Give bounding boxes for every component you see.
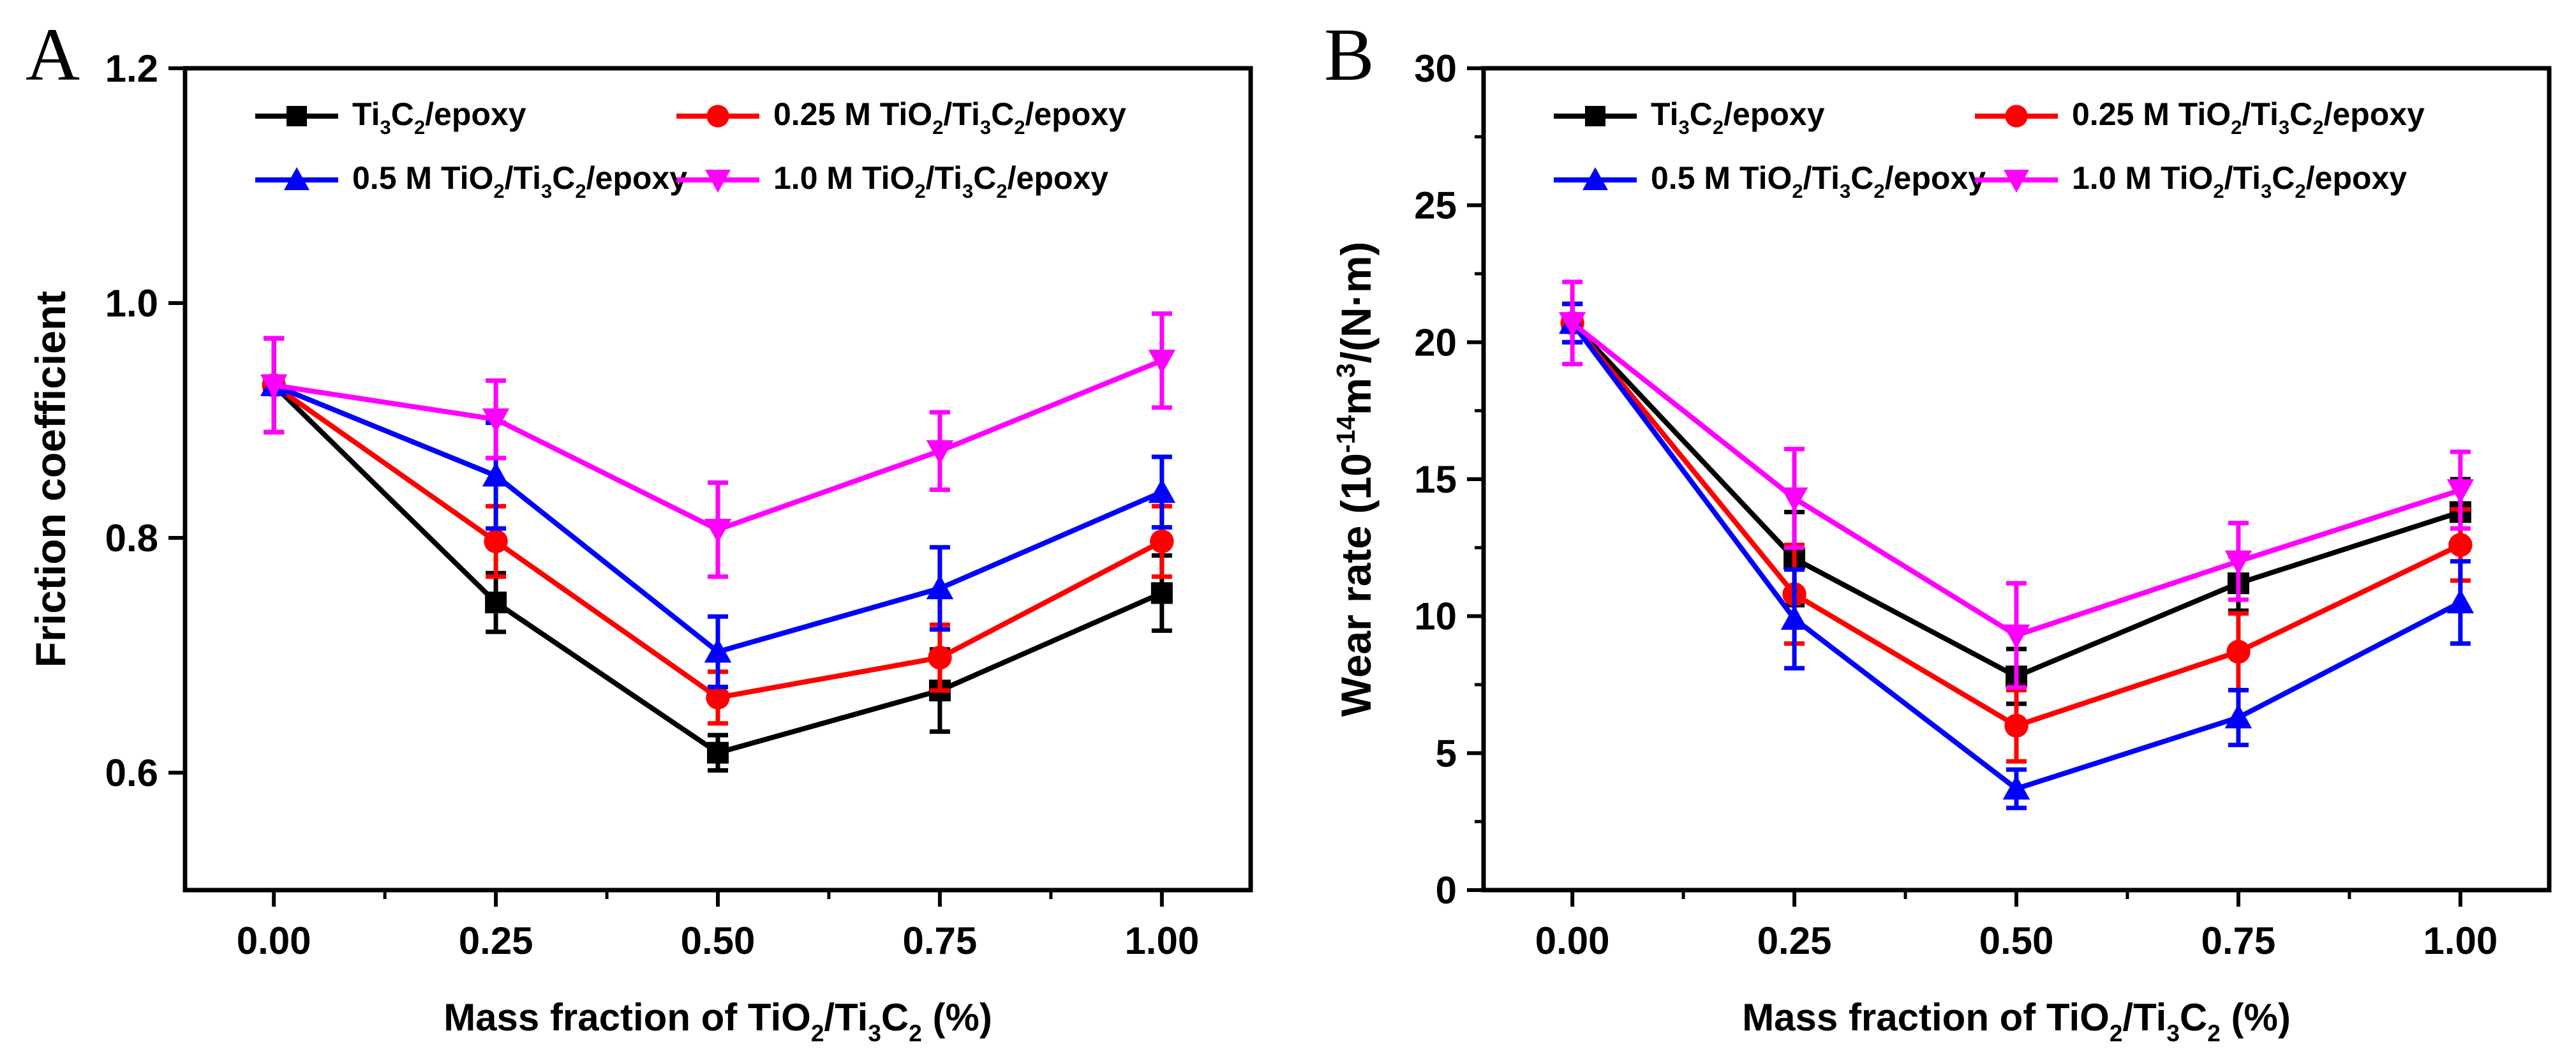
legend-label: 1.0 M TiO2​/Ti3​C2​/epoxy [773,160,1108,202]
legend-marker [284,167,309,190]
panel-letter: A [26,13,80,96]
legend-marker [2004,170,2029,193]
legend-label: Ti3​C2​/epoxy [352,96,526,138]
data-point [707,741,729,764]
data-point [2004,713,2029,738]
legend: Ti3​C2​/epoxy 0.25 M TiO2​/Ti3​C2​/epoxy 0… [255,96,1126,202]
data-point [1148,478,1176,503]
legend-item: 1.0 M TiO2​/Ti3​C2​/epoxy [676,160,1108,202]
y-tick-label: 1.2 [105,47,158,90]
data-point [485,591,507,614]
legend-marker [706,105,729,128]
series-4 [1558,279,2475,690]
data-point [2448,533,2473,557]
y-tick-label: 10 [1414,595,1457,638]
data-point [484,529,508,554]
x-tick-label: 0.50 [681,919,756,962]
data-point [2002,775,2030,800]
data-point [706,685,730,710]
x-axis-label: Mass fraction of TiO2​/Ti3​C2​ (%) [1742,996,2291,1046]
legend-label: 0.25 M TiO2​/Ti3​C2​/epoxy [773,96,1126,138]
x-tick-label: 0.75 [2201,919,2276,962]
legend-marker [2005,105,2028,128]
legend-label: Ti3​C2​/epoxy [1651,96,1825,138]
panel-letter: B [1324,13,1374,96]
data-point [2224,550,2252,576]
data-point [1150,529,1174,554]
data-point [2226,639,2251,664]
data-point [1780,605,1808,630]
series-3 [1558,301,2475,810]
x-tick-label: 0.75 [903,919,978,962]
data-point [2446,479,2475,504]
legend-marker [287,106,307,126]
legend-label: 0.25 M TiO2​/Ti3​C2​/epoxy [2072,96,2425,138]
data-point [926,440,954,465]
legend-label: 0.5 M TiO2​/Ti3​C2​/epoxy [352,160,687,202]
data-point [1148,350,1176,375]
data-point [2002,624,2030,649]
x-tick-label: 1.00 [2423,919,2498,962]
data-point [704,519,732,544]
data-point [2224,704,2252,729]
legend-marker [1585,106,1605,126]
y-tick-label: 0.6 [105,752,158,794]
y-tick-label: 5 [1436,732,1457,775]
y-tick-label: 15 [1414,458,1457,501]
data-point [926,574,954,600]
data-point [482,462,510,487]
data-point [704,638,732,663]
legend-item: 0.25 M TiO2​/Ti3​C2​/epoxy [1975,96,2425,138]
legend-item: 0.5 M TiO2​/Ti3​C2​/epoxy [1554,160,1986,202]
x-tick-label: 0.25 [459,919,533,962]
y-tick-label: 20 [1414,321,1457,364]
legend-label: 0.5 M TiO2​/Ti3​C2​/epoxy [1651,160,1986,202]
x-tick-label: 1.00 [1124,919,1199,962]
y-axis-label: Wear rate (10-14​m3​/(N·m) [1331,242,1380,717]
legend-item: 0.25 M TiO2​/Ti3​C2​/epoxy [676,96,1126,138]
legend-marker [705,170,731,193]
legend-label: 1.0 M TiO2​/Ti3​C2​/epoxy [2072,160,2407,202]
series-4 [260,311,1176,579]
x-tick-label: 0.50 [1979,919,2054,962]
legend-marker [1582,167,1608,190]
panel-a: A 0.00 0.25 0.50 0.75 1.00 0.6 0.8 1.0 1.2 Mass fr… [26,13,1253,1046]
data-point [1780,487,1808,512]
y-tick-label: 1.0 [105,282,158,325]
legend-item: Ti3​C2​/epoxy [255,96,526,138]
data-point [1150,582,1173,604]
data-point [1558,312,1586,337]
y-tick-label: 0 [1436,869,1457,912]
y-tick-label: 25 [1414,184,1457,227]
x-axis-label: Mass fraction of TiO2​/Ti3​C2​ (%) [443,996,992,1046]
y-tick-label: 30 [1414,47,1457,90]
data-point [2446,588,2475,614]
y-tick-label: 0.8 [105,517,158,560]
data-point [482,408,510,433]
legend: Ti3​C2​/epoxy 0.25 M TiO2​/Ti3​C2​/epoxy 0… [1554,96,2425,202]
y-axis-label: Friction coefficient [27,291,74,667]
legend-item: 0.5 M TiO2​/Ti3​C2​/epoxy [255,160,687,202]
data-point [260,374,288,399]
x-tick-label: 0.00 [1535,919,1610,962]
panel-b: B 0.00 0.25 0.50 0.75 1.00 0 5 10 15 20 25 30 Mass fr… [1324,13,2552,1046]
x-tick-label: 0.25 [1757,919,1832,962]
x-tick-label: 0.00 [237,919,311,962]
legend-item: Ti3​C2​/epoxy [1554,96,1825,138]
data-point [928,645,952,670]
legend-item: 1.0 M TiO2​/Ti3​C2​/epoxy [1975,160,2407,202]
